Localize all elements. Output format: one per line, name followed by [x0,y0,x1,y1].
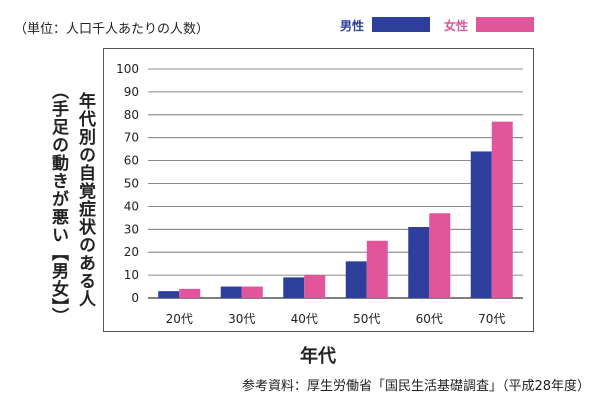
x-tick-label: 20代 [166,312,193,326]
y-tick-label: 80 [124,108,139,122]
y-tick-label: 70 [124,131,139,145]
x-axis-label: 年代 [300,346,336,367]
bar-female [491,121,513,298]
bar-male [470,151,492,298]
bar-female [241,286,263,298]
y-tick-label: 10 [124,268,139,282]
bar-female [179,288,201,298]
bar-male [220,286,242,298]
y-tick-label: 40 [124,199,139,213]
plot-frame [103,48,534,332]
x-tick-label: 30代 [228,312,255,326]
legend-label-male: 男性 [340,19,365,33]
y-tick-label: 100 [116,62,139,76]
bar-male [158,291,180,298]
vertical-title-line1: 年代別の自覚症状のある人 [75,92,95,308]
x-tick-label: 60代 [416,312,443,326]
x-tick-label: 70代 [478,312,505,326]
legend-swatch-female [476,17,534,32]
y-tick-label: 0 [131,291,139,305]
y-tick-label: 60 [124,154,139,168]
bar-male [283,277,305,298]
unit-note: （単位：人口千人あたりの人数） [14,22,210,37]
source-note: 参考資料：厚生労働省「国民生活基礎調査」（平成28年度） [241,379,590,394]
y-tick-label: 30 [124,222,139,236]
bar-female [304,275,326,298]
legend-label-female: 女性 [444,19,469,33]
y-tick-label: 20 [124,245,139,259]
bar-male [345,261,367,298]
x-tick-label: 40代 [291,312,318,326]
x-tick-label: 50代 [353,312,380,326]
bar-female [366,240,388,298]
y-tick-label: 50 [124,177,139,191]
y-tick-label: 90 [124,85,139,99]
bar-male [408,227,430,298]
vertical-title-line2: （手足の動きが悪い【男女】） [48,82,68,326]
legend-swatch-male [372,17,430,32]
bar-female [429,213,451,298]
